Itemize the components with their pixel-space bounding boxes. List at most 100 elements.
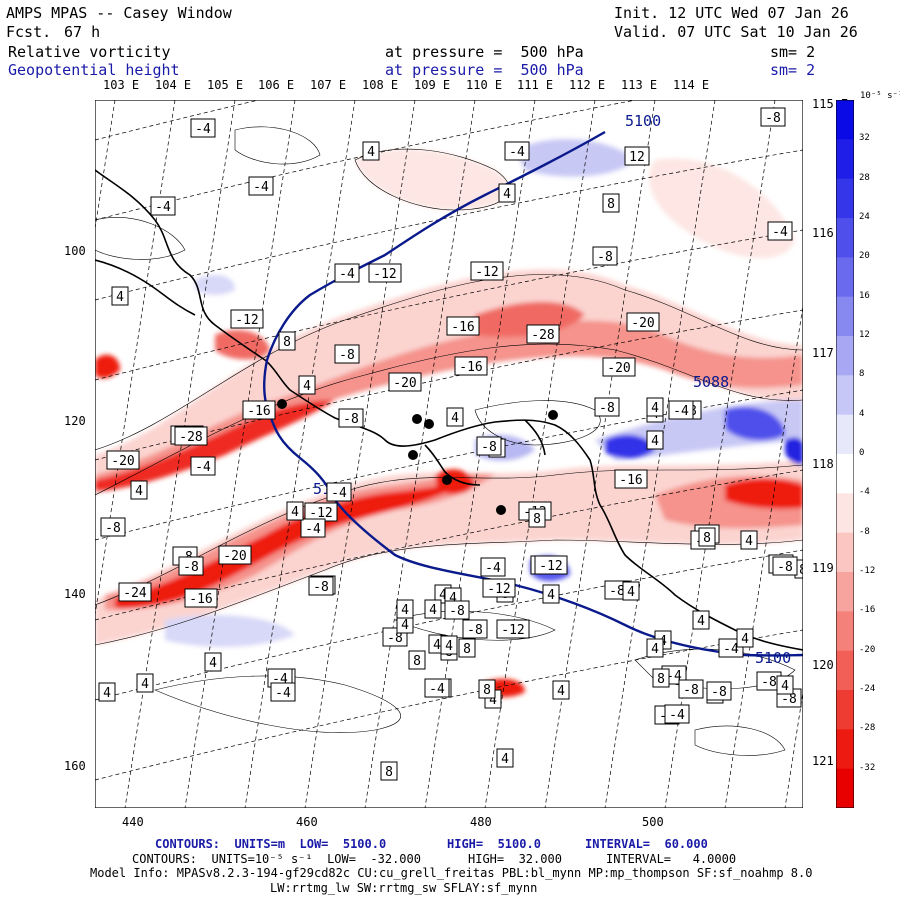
smoothing-height: sm= 2 <box>770 61 816 79</box>
station-dots <box>277 399 558 515</box>
svg-text:-8: -8 <box>609 584 625 599</box>
svg-text:4: 4 <box>745 534 753 549</box>
svg-text:12: 12 <box>629 150 645 165</box>
pos-strong-2 <box>725 406 785 441</box>
svg-text:-4: -4 <box>485 561 501 576</box>
svg-text:-8: -8 <box>183 560 199 575</box>
height-contour-label: 5100 <box>755 649 791 667</box>
station-dot <box>496 505 506 515</box>
pressure-height: at pressure = 500 hPa <box>385 61 584 79</box>
vorticity-label: -8 <box>178 556 204 576</box>
svg-text:8: 8 <box>483 683 491 698</box>
svg-text:-20: -20 <box>631 316 654 331</box>
svg-text:-20: -20 <box>111 454 134 469</box>
y-tick-label: 160 <box>64 759 86 773</box>
colorbar-tick-label: -4 <box>859 487 870 498</box>
vorticity-label: -4 <box>480 557 506 577</box>
svg-text:4: 4 <box>135 484 143 499</box>
station-dot <box>442 475 452 485</box>
vorticity-label: 4 <box>622 581 640 601</box>
svg-text:8: 8 <box>607 197 615 212</box>
colorbar-tick-label: 12 <box>859 330 870 340</box>
footer-vort-contours: CONTOURS: UNITS=10⁻⁵ s⁻¹ LOW= -32.000 <box>132 852 421 866</box>
x-tick-label: 500 <box>642 815 664 829</box>
station-dot <box>548 410 558 420</box>
vorticity-label: -24 <box>118 582 152 602</box>
footer-model-info-2: LW:rrtmg_lw SW:rrtmg_sw SFLAY:sf_mynn <box>270 881 538 895</box>
svg-text:-12: -12 <box>487 582 510 597</box>
colorbar <box>836 100 854 808</box>
vorticity-label: 8 <box>652 668 670 688</box>
vorticity-label: 4 <box>111 286 129 306</box>
vorticity-label: -8 <box>308 576 334 596</box>
coastline-borders <box>95 169 803 651</box>
svg-text:4: 4 <box>449 591 457 606</box>
vorticity-label: -12 <box>230 309 264 329</box>
svg-text:-4: -4 <box>305 522 321 537</box>
svg-text:4: 4 <box>557 684 565 699</box>
longitude-label: 113 E <box>621 78 658 92</box>
vorticity-label: 4 <box>692 610 710 630</box>
svg-text:4: 4 <box>651 642 659 657</box>
svg-text:-8: -8 <box>105 521 121 536</box>
vorticity-label: 4 <box>286 501 304 521</box>
vorticity-label: -8 <box>462 619 488 639</box>
valid-time: Valid. 07 UTC Sat 10 Jan 26 <box>614 23 858 41</box>
longitude-label: 112 E <box>569 78 606 92</box>
svg-text:-8: -8 <box>777 560 793 575</box>
svg-text:8: 8 <box>799 563 803 578</box>
svg-text:-12: -12 <box>475 265 498 280</box>
colorbar-segment <box>836 611 854 652</box>
longitude-label: 107 E <box>310 78 347 92</box>
longitude-label: 103 E <box>103 78 140 92</box>
svg-text:-8: -8 <box>387 631 403 646</box>
svg-text:4: 4 <box>429 603 437 618</box>
y-tick-label: 100 <box>64 244 86 258</box>
vorticity-label: -4 <box>190 118 216 138</box>
vorticity-label: -16 <box>614 469 648 489</box>
vorticity-label: -28 <box>174 426 208 446</box>
svg-text:4: 4 <box>781 679 789 694</box>
svg-text:4: 4 <box>141 677 149 692</box>
svg-text:-4: -4 <box>429 682 445 697</box>
svg-text:8: 8 <box>385 765 393 780</box>
svg-text:-12: -12 <box>373 267 396 282</box>
colorbar-segment <box>836 296 854 337</box>
vorticity-label: -4 <box>424 678 450 698</box>
vorticity-label: -16 <box>454 356 488 376</box>
longitude-label: 110 E <box>466 78 503 92</box>
svg-text:4: 4 <box>547 588 555 603</box>
svg-text:8: 8 <box>463 642 471 657</box>
svg-text:-4: -4 <box>339 267 355 282</box>
svg-text:-4: -4 <box>195 122 211 137</box>
svg-text:4: 4 <box>439 588 447 603</box>
svg-text:-8: -8 <box>481 440 497 455</box>
colorbar-tick-label: -8 <box>859 526 870 537</box>
longitude-label: 114 E <box>673 78 710 92</box>
vorticity-label: 4 <box>440 635 458 655</box>
svg-text:4: 4 <box>651 434 659 449</box>
svg-text:-12: -12 <box>309 506 332 521</box>
vorticity-label: 4 <box>552 680 570 700</box>
svg-text:-8: -8 <box>761 675 777 690</box>
vorticity-label: -4 <box>326 482 352 502</box>
vorticity-label: 4 <box>736 628 754 648</box>
colorbar-segment <box>836 257 854 298</box>
svg-text:-16: -16 <box>451 320 474 335</box>
svg-text:-24: -24 <box>123 586 147 601</box>
station-dot <box>277 399 287 409</box>
svg-text:-8: -8 <box>449 604 465 619</box>
neg-band-strong-2 <box>115 483 465 609</box>
colorbar-segment <box>836 729 854 770</box>
svg-text:-20: -20 <box>393 376 416 391</box>
svg-text:-16: -16 <box>619 473 642 488</box>
vorticity-label: -4 <box>767 221 793 241</box>
vorticity-label: 8 <box>698 527 716 547</box>
vorticity-label: -8 <box>476 436 502 456</box>
svg-text:-20: -20 <box>223 549 246 564</box>
svg-text:4: 4 <box>401 603 409 618</box>
svg-text:-4: -4 <box>331 486 347 501</box>
vorticity-label: -16 <box>446 316 480 336</box>
svg-text:4: 4 <box>503 187 511 202</box>
svg-text:-4: -4 <box>673 404 689 419</box>
